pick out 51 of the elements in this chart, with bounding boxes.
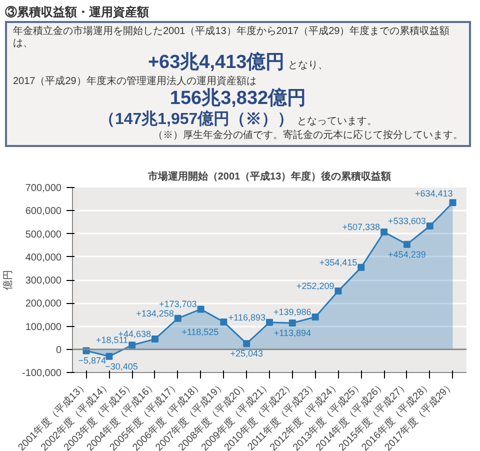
point [220, 318, 228, 326]
data-label: +252,209 [296, 281, 334, 292]
data-label: +116,893 [228, 312, 266, 322]
data-label: +354,415 [319, 257, 358, 268]
point [288, 320, 296, 327]
text: +63兆4,413億円 [148, 52, 285, 73]
data-label: +507,338 [342, 222, 380, 232]
point [426, 222, 434, 230]
point [380, 228, 388, 236]
y-tick-label: 400,000 [25, 252, 62, 264]
data-label: +25,043 [230, 348, 263, 359]
point [243, 340, 250, 348]
y-tick-label: 0 [56, 344, 62, 356]
y-tick-label: 300,000 [25, 276, 62, 286]
text: となっています。 [297, 116, 378, 127]
data-label: −5,874 [78, 356, 106, 366]
point [403, 240, 410, 248]
data-label: −30,405 [105, 361, 138, 372]
text: 2017（平成29）年度末の管理運用法人の運用資産額は [13, 76, 258, 88]
y-tick-label: 700,000 [25, 183, 62, 194]
point [266, 318, 273, 326]
text: （※）厚生年金分の値です。寄託金の元本に応じて按分しています。 [152, 130, 463, 142]
data-label: +113,894 [274, 328, 311, 338]
y-tick-label: -100,000 [22, 368, 62, 379]
y-axis-title: 億円 [2, 270, 14, 290]
y-tick-label: 200,000 [25, 298, 62, 310]
y-tick-label: 600,000 [25, 206, 62, 218]
y-tick-label: 500,000 [25, 229, 62, 240]
point [312, 314, 319, 321]
data-label: +134,258 [136, 308, 174, 318]
data-label: +118,525 [182, 326, 219, 337]
point [197, 306, 204, 313]
point [174, 314, 182, 322]
y-tick-label: 100,000 [25, 322, 62, 333]
data-label: +173,703 [158, 299, 197, 310]
data-label: +139,986 [274, 307, 312, 318]
chart-title: 市場運用開始（2001（平成13）年度）後の累積収益額 [146, 170, 392, 182]
text: （147兆1,957億円（※）） [98, 111, 294, 128]
text: 156兆3,832億円 [170, 88, 306, 109]
point [106, 352, 113, 360]
data-label: +533,603 [388, 216, 426, 226]
point [151, 336, 158, 343]
data-label: +634,413 [414, 188, 453, 199]
point [449, 199, 456, 206]
text: となり、 [288, 60, 328, 71]
text: 年金積立金の市場運用を開始した2001（平成13）年度から2017（平成29）年度までの累積収益額は、 [13, 26, 451, 50]
point [128, 342, 136, 349]
data-label: +454,239 [388, 249, 426, 260]
point [334, 288, 342, 295]
text: ③累積収益額・運用資産額 [5, 5, 150, 19]
point [358, 264, 365, 271]
